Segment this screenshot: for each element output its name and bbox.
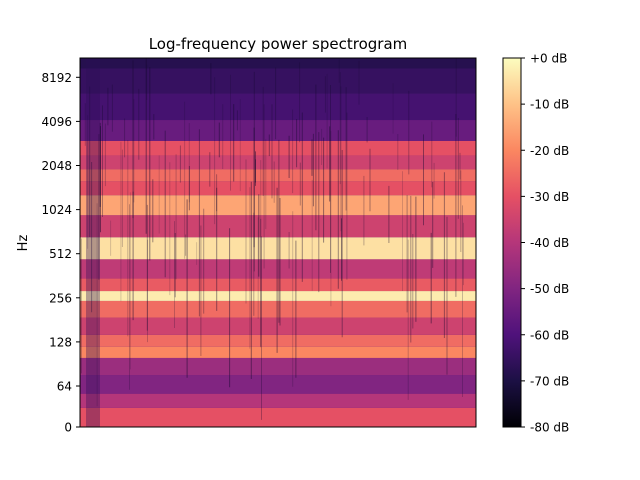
frequency-band — [80, 407, 476, 427]
onset-transient — [86, 58, 100, 427]
frequency-band — [80, 237, 476, 260]
frequency-band — [80, 375, 476, 394]
chart-title: Log-frequency power spectrogram — [149, 35, 408, 53]
frequency-band — [80, 215, 476, 238]
y-tick-label: 0 — [64, 421, 72, 435]
y-tick-label: 8192 — [41, 71, 72, 85]
y-tick-label: 2048 — [41, 159, 72, 173]
frequency-band — [80, 278, 476, 292]
y-tick-label: 64 — [57, 380, 72, 394]
plot-frame — [79, 57, 477, 428]
frequency-band — [80, 259, 476, 279]
frequency-band — [80, 68, 476, 94]
frequency-band — [80, 120, 476, 141]
y-tick-label: 512 — [49, 247, 72, 261]
y-tick-label: 1024 — [41, 203, 72, 217]
y-tick-label: 4096 — [41, 115, 72, 129]
y-tick-label: 128 — [49, 335, 72, 349]
frequency-band — [80, 357, 476, 376]
colorbar-tick-label: -10 dB — [530, 98, 569, 112]
frequency-band — [80, 169, 476, 182]
colorbar-ticks: +0 dB -10 dB -20 dB -30 dB -40 dB -50 dB -60 d… — [521, 52, 569, 435]
y-axis-label: Hz — [16, 235, 31, 252]
frequency-band — [80, 155, 476, 170]
y-tick-label: 256 — [49, 291, 72, 305]
colorbar — [502, 57, 522, 428]
colorbar-tick-label: -60 dB — [530, 328, 569, 342]
colorbar-tick-label: -40 dB — [530, 236, 569, 250]
colorbar-tick-label: -20 dB — [530, 144, 569, 158]
frequency-band — [80, 317, 476, 335]
frequency-band — [80, 346, 476, 358]
frequency-band — [80, 93, 476, 121]
spectrogram-bands — [80, 58, 476, 427]
frequency-band — [80, 181, 476, 196]
frequency-band — [80, 195, 476, 216]
frequency-band — [80, 300, 476, 318]
frequency-band — [80, 393, 476, 408]
frequency-band — [80, 291, 476, 301]
frequency-band — [80, 334, 476, 347]
y-axis-ticks: 0 64 128 256 512 1024 2048 4096 8192 — [41, 71, 80, 435]
colorbar-tick-label: -50 dB — [530, 282, 569, 296]
frequency-band — [80, 58, 476, 69]
colorbar-tick-label: -70 dB — [530, 374, 569, 388]
colorbar-tick-label: -30 dB — [530, 190, 569, 204]
frequency-band — [80, 140, 476, 156]
colorbar-tick-label: +0 dB — [530, 52, 567, 66]
spectrogram-streaks — [79, 58, 464, 427]
colorbar-tick-label: -80 dB — [530, 421, 569, 435]
